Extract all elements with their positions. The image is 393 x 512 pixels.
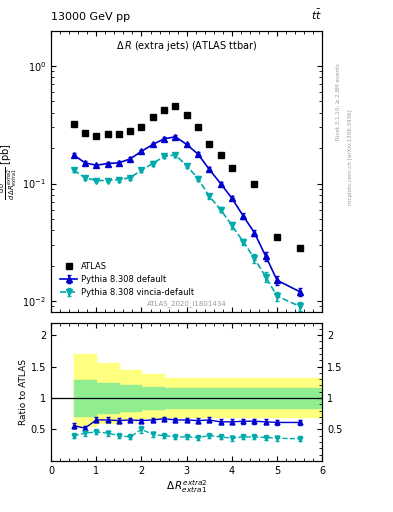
X-axis label: $\Delta\,R^{extra2}_{extra1}$: $\Delta\,R^{extra2}_{extra1}$ <box>166 478 208 495</box>
Text: ATLAS_2020_I1801434: ATLAS_2020_I1801434 <box>147 300 226 307</box>
Y-axis label: $\frac{d\,\sigma^{nd}}{d\,\Delta R_{extra1}^{extra2}}$ [pb]: $\frac{d\,\sigma^{nd}}{d\,\Delta R_{extr… <box>0 143 20 200</box>
Line: ATLAS: ATLAS <box>71 102 303 251</box>
Text: mcplots.cern.ch [arXiv:1306.3436]: mcplots.cern.ch [arXiv:1306.3436] <box>348 110 353 205</box>
ATLAS <box>151 114 155 120</box>
Text: 13000 GeV pp: 13000 GeV pp <box>51 12 130 22</box>
ATLAS <box>230 165 234 172</box>
ATLAS <box>139 123 144 130</box>
ATLAS <box>297 245 302 251</box>
ATLAS <box>196 124 200 131</box>
ATLAS <box>105 131 110 137</box>
ATLAS <box>83 130 87 136</box>
ATLAS <box>218 152 223 158</box>
ATLAS <box>173 102 178 109</box>
ATLAS <box>162 107 167 113</box>
ATLAS <box>116 131 121 137</box>
Y-axis label: Ratio to ATLAS: Ratio to ATLAS <box>19 359 28 424</box>
ATLAS <box>252 180 257 186</box>
ATLAS <box>94 133 99 139</box>
Text: $t\bar{t}$: $t\bar{t}$ <box>311 8 322 22</box>
ATLAS <box>128 128 132 134</box>
Legend: ATLAS, Pythia 8.308 default, Pythia 8.308 vincia-default: ATLAS, Pythia 8.308 default, Pythia 8.30… <box>58 260 197 300</box>
ATLAS <box>184 112 189 118</box>
Text: $\Delta\,R$ (extra jets) (ATLAS ttbar): $\Delta\,R$ (extra jets) (ATLAS ttbar) <box>116 39 257 53</box>
ATLAS <box>207 141 211 147</box>
Text: Rivet 3.1.10; ≥ 2.8M events: Rivet 3.1.10; ≥ 2.8M events <box>336 62 341 140</box>
ATLAS <box>72 121 76 127</box>
ATLAS <box>275 234 279 240</box>
